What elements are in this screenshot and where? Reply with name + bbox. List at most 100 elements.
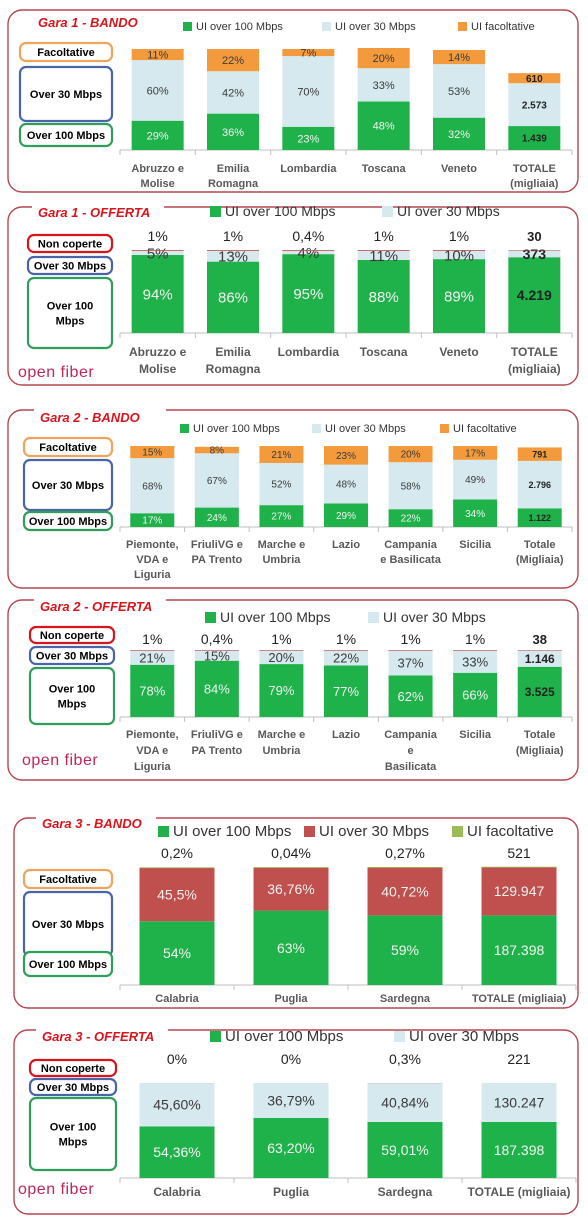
bar-segment — [139, 867, 215, 869]
data-label: 63,20% — [267, 1140, 314, 1156]
chart-title: Gara 2 - BANDO — [40, 410, 140, 425]
bar-segment — [139, 867, 215, 922]
panel-gara1-bando: Gara 1 - BANDO UI over 100 Mbps UI over 30… — [0, 0, 588, 200]
data-label: 59% — [391, 942, 419, 958]
bar-segment — [367, 867, 443, 868]
data-label: 4% — [297, 245, 319, 262]
bar-segment — [357, 250, 410, 260]
bar-segment — [194, 507, 239, 527]
category-label: Calabria — [155, 993, 199, 1005]
top-label: 0,4% — [201, 631, 233, 647]
chart-title: Gara 2 - OFFERTA — [40, 599, 152, 614]
data-label: 20% — [268, 650, 294, 665]
data-label: 84% — [204, 682, 230, 697]
category-label: Lombardia — [278, 345, 340, 359]
bar-segment — [453, 446, 498, 460]
data-label: 14% — [448, 52, 470, 64]
chart-title: Gara 1 - BANDO — [38, 15, 138, 30]
bar-segment — [130, 650, 175, 665]
legend-label: UI over 100 Mbps — [225, 203, 336, 219]
legend-swatch — [205, 612, 216, 623]
legend-label: UI facoltative — [453, 423, 517, 435]
bar-segment — [367, 915, 443, 985]
bar-segment — [508, 126, 561, 150]
bar-segment — [517, 447, 562, 461]
side-box-label: Over 30 Mbps — [32, 480, 104, 492]
side-box: Over 30 Mbps — [22, 458, 114, 512]
title-tab — [32, 13, 164, 31]
data-label: 45,5% — [157, 886, 197, 902]
side-box-label: Non coperte — [40, 630, 104, 642]
data-label: 20% — [373, 53, 395, 65]
category-label: Molise — [141, 178, 175, 190]
side-box-label: Facoltative — [39, 442, 96, 454]
bar-segment-non-coperte — [131, 250, 184, 251]
side-box: Over 100 Mbps — [28, 666, 116, 726]
category-label: Puglia — [273, 1185, 309, 1199]
legend-swatch — [452, 826, 463, 837]
bar-segment — [453, 459, 498, 500]
bar-segment — [433, 259, 485, 333]
bar-segment — [357, 259, 410, 333]
side-box: Over 30 Mbps — [28, 645, 116, 666]
top-label: 521 — [507, 845, 531, 861]
data-label: 373 — [523, 246, 547, 262]
bar-segment — [282, 49, 335, 57]
legend-swatch — [210, 1031, 221, 1042]
category-label: FriuliVG e — [191, 729, 243, 741]
category-label: TOTALE (migliaia) — [468, 1185, 571, 1199]
side-box-label: Over 100 Mbps — [29, 516, 107, 528]
bar-segment — [481, 866, 557, 868]
panel-gara2-bando: Gara 2 - BANDO UI over 100 Mbps UI over 30… — [0, 398, 588, 593]
bar-segment — [324, 446, 368, 465]
bar-segment — [324, 503, 368, 527]
legend-swatch — [458, 22, 467, 31]
top-label: 221 — [507, 1051, 531, 1067]
data-label: 66% — [462, 688, 488, 703]
bar-segment — [357, 68, 410, 102]
side-box-label: Mbps — [58, 698, 87, 710]
legend-label: UI over 100 Mbps — [220, 609, 331, 625]
bar-segment — [517, 650, 562, 667]
bar-segment — [324, 464, 368, 504]
data-label: 10% — [444, 247, 474, 264]
bar-segment — [388, 462, 433, 510]
data-label: 49% — [465, 475, 485, 486]
data-label: 23% — [297, 133, 319, 145]
panel-gara3-offerta: Gara 3 - OFFERTA UI over 100 Mbps UI over … — [0, 1018, 588, 1218]
category-label: Lazio — [332, 729, 360, 741]
top-label: 1% — [465, 631, 485, 647]
side-box-label: Over 30 Mbps — [32, 919, 104, 931]
category-label: Umbria — [262, 554, 301, 566]
bar-segment — [259, 463, 304, 506]
data-label: 33% — [373, 80, 395, 92]
top-label: 0,27% — [385, 845, 425, 861]
bar-segment-non-coperte — [433, 250, 485, 251]
bar-segment — [517, 460, 562, 509]
data-label: 32% — [448, 129, 470, 141]
legend-swatch — [322, 22, 331, 31]
top-label: 1% — [142, 631, 162, 647]
category-label: (Migliaia) — [516, 554, 564, 566]
bar-segment — [282, 56, 335, 127]
open-fiber-logo: open fiber — [18, 364, 94, 381]
side-box-label: Over 100 Mbps — [29, 959, 107, 971]
top-label: 1% — [148, 228, 168, 244]
legend-label: UI over 30 Mbps — [325, 423, 406, 435]
panel-gara3-bando: Gara 3 - BANDO UI over 100 Mbps UI over 30… — [0, 808, 588, 1023]
bar-segment-non-coperte — [357, 250, 410, 251]
title-tab — [34, 597, 166, 615]
data-label: 40,72% — [381, 883, 428, 899]
side-box-label: Non coperte — [38, 238, 102, 250]
legend-label: UI over 30 Mbps — [409, 1028, 519, 1045]
bar-segment — [481, 1121, 557, 1178]
data-label: 45,60% — [153, 1097, 200, 1113]
bar-segment — [282, 254, 335, 333]
bar-segment — [207, 113, 259, 150]
side-box: Over 30 Mbps — [22, 890, 114, 958]
bar-segment — [259, 650, 304, 665]
top-label: 1% — [223, 228, 243, 244]
side-box: Over 100 Mbps — [22, 950, 114, 978]
data-label: 21% — [139, 650, 165, 665]
side-box-label: Non coperte — [41, 1063, 105, 1075]
